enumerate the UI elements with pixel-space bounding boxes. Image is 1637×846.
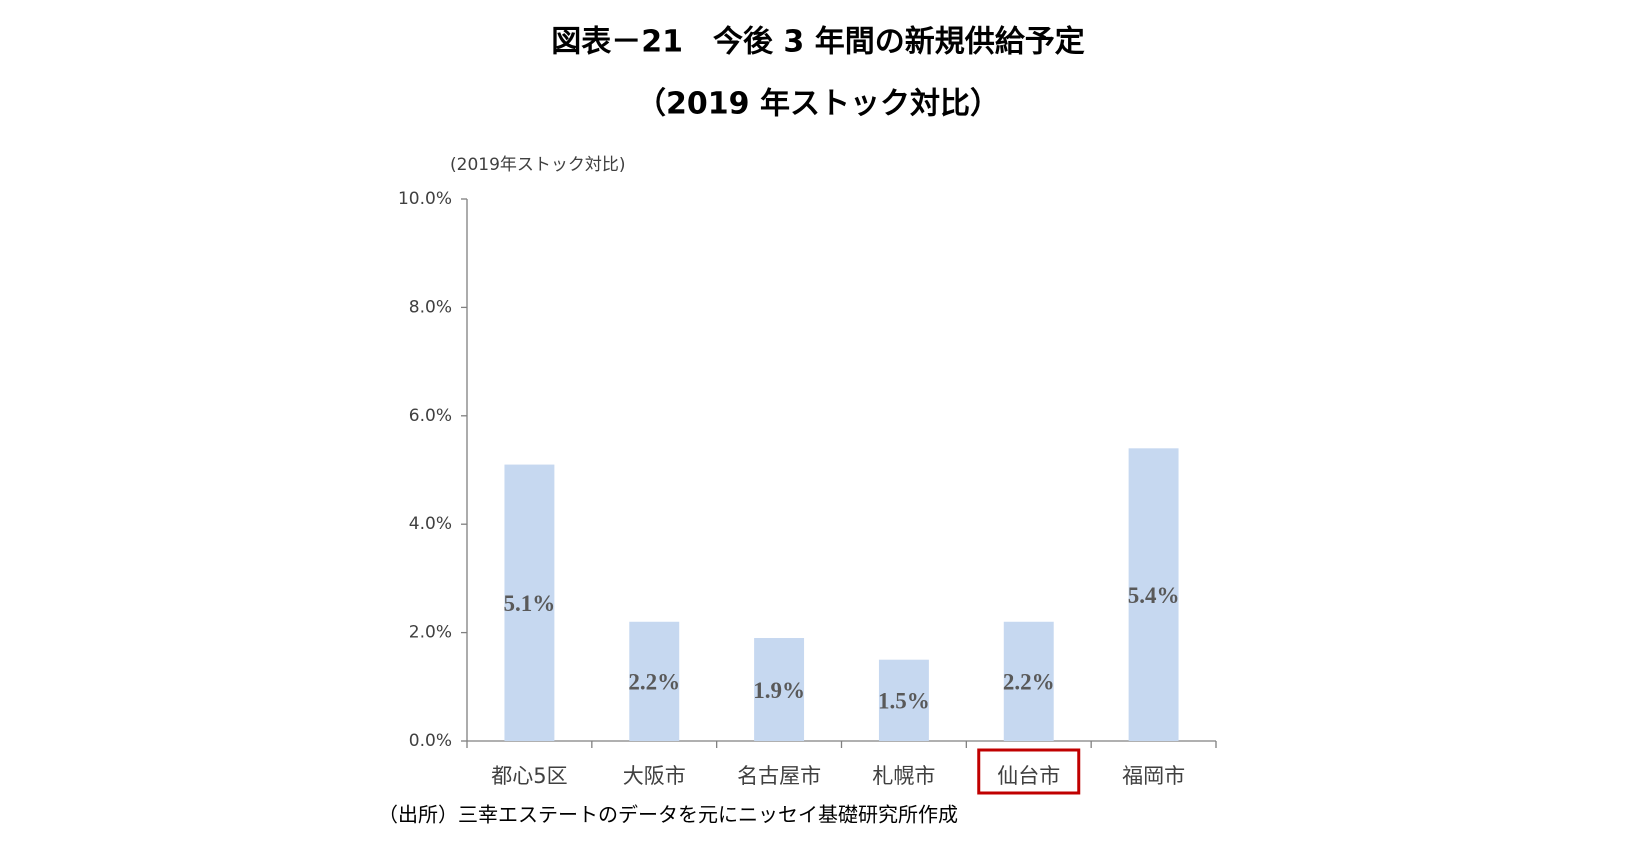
highlight-box — [977, 748, 1081, 795]
y-tick-label: 2.0% — [409, 623, 452, 643]
y-tick-label: 10.0% — [398, 189, 452, 209]
chart-subtitle: （2019 年ストック対比） — [636, 87, 1000, 122]
value-label: 2.2% — [628, 670, 680, 695]
y-axis-label: (2019年ストック対比) — [450, 155, 626, 175]
chart-title: 図表－21 今後 3 年間の新規供給予定 — [551, 25, 1085, 60]
value-label: 1.5% — [878, 689, 930, 714]
value-label: 5.4% — [1128, 583, 1180, 608]
value-label: 2.2% — [1003, 670, 1055, 695]
x-tick-label: 都心5区 — [491, 764, 567, 788]
bar — [629, 621, 680, 741]
x-tick-label: 札幌市 — [872, 764, 935, 788]
bar — [754, 638, 805, 741]
y-tick-label: 0.0% — [409, 731, 452, 751]
source-note: （出所）三幸エステートのデータを元にニッセイ基礎研究所作成 — [378, 803, 958, 827]
bar — [1128, 448, 1179, 741]
y-tick-label: 8.0% — [409, 297, 452, 317]
x-tick-label: 仙台市 — [997, 764, 1060, 788]
bar — [878, 659, 929, 741]
x-tick-label: 大阪市 — [623, 764, 686, 788]
value-label: 1.9% — [753, 678, 805, 703]
value-label: 5.1% — [504, 591, 556, 616]
bar — [504, 464, 555, 741]
x-tick-label: 名古屋市 — [737, 764, 821, 788]
y-tick-label: 4.0% — [409, 514, 452, 534]
bar — [1003, 621, 1054, 741]
x-tick-label: 福岡市 — [1122, 764, 1185, 788]
y-tick-label: 6.0% — [409, 406, 452, 426]
